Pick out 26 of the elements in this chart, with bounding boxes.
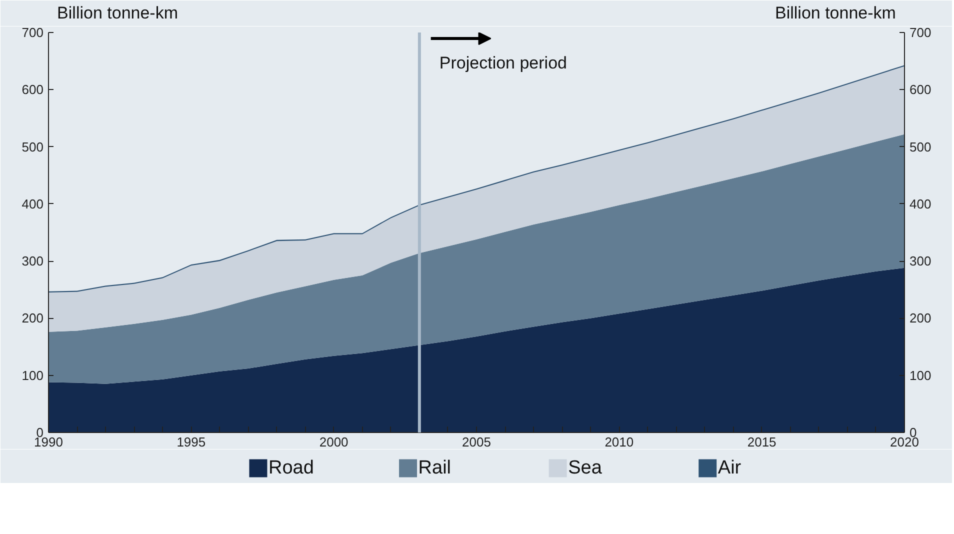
x-tick-label: 1995 (176, 434, 206, 450)
ref-line-label: Projection period (439, 54, 567, 72)
y-tick-label: 400 (22, 196, 44, 212)
legend-label: Air (718, 458, 742, 479)
legend-label: Sea (568, 458, 602, 479)
y2-tick-label: 300 (910, 254, 932, 269)
y2-axis-title: Billion tonne-km (775, 4, 896, 23)
x-tick-label: 2000 (319, 434, 348, 450)
y2-tick-label: 600 (910, 82, 932, 98)
y-tick-label: 600 (22, 82, 44, 98)
y2-tick-label: 500 (910, 139, 932, 154)
y2-tick-label: 100 (910, 368, 932, 383)
x-tick-label: 2015 (747, 434, 776, 450)
x-tick-label: 2010 (604, 434, 634, 450)
y2-tick-label: 400 (910, 196, 932, 212)
y-axis-title: Billion tonne-km (57, 4, 178, 23)
x-tick-label: 2005 (462, 434, 491, 450)
y-tick-label: 500 (22, 139, 44, 154)
y-tick-label: 300 (22, 254, 44, 269)
y-tick-label: 200 (22, 310, 44, 326)
legend-label: Road (268, 458, 314, 479)
y2-tick-label: 200 (910, 310, 932, 326)
y2-tick-label: 700 (910, 25, 932, 40)
legend-label: Rail (418, 458, 452, 479)
y-tick-label: 700 (22, 25, 44, 40)
y-tick-label: 100 (22, 368, 44, 383)
